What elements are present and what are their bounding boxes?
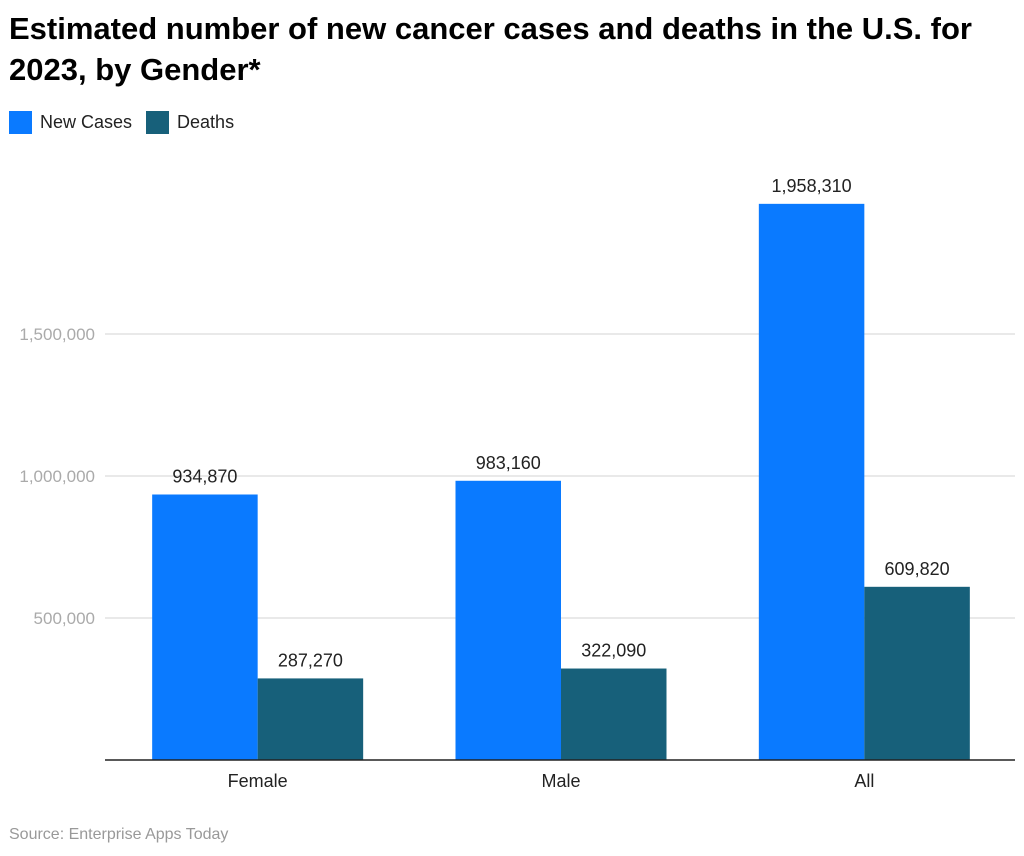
data-label: 934,870 [172,466,237,486]
x-tick-label: Male [541,771,580,791]
y-tick-label: 1,000,000 [19,467,95,486]
bar-deaths [864,586,970,760]
bar-new-cases [152,494,258,760]
chart-title: Estimated number of new cancer cases and… [9,11,972,87]
legend: New Cases Deaths [9,111,248,134]
legend-item-deaths: Deaths [146,111,234,134]
y-tick-label: 500,000 [34,609,95,628]
x-tick-label: All [854,771,874,791]
legend-swatch [9,111,32,134]
x-tick-label: Female [228,771,288,791]
source-note: Source: Enterprise Apps Today [9,826,229,843]
legend-label: New Cases [40,112,133,132]
data-label: 322,090 [581,641,646,661]
data-label: 983,160 [476,453,541,473]
legend-item-new-cases: New Cases [9,111,132,134]
legend-swatch [146,111,170,134]
bar-new-cases [455,480,561,760]
bar-deaths [561,668,667,760]
data-label: 1,958,310 [772,176,852,196]
data-label: 609,820 [885,559,950,579]
bar-deaths [257,678,364,760]
legend-label: Deaths [177,112,235,132]
data-label: 287,270 [278,650,343,670]
bar-new-cases [758,203,865,760]
y-tick-label: 1,500,000 [19,325,95,344]
